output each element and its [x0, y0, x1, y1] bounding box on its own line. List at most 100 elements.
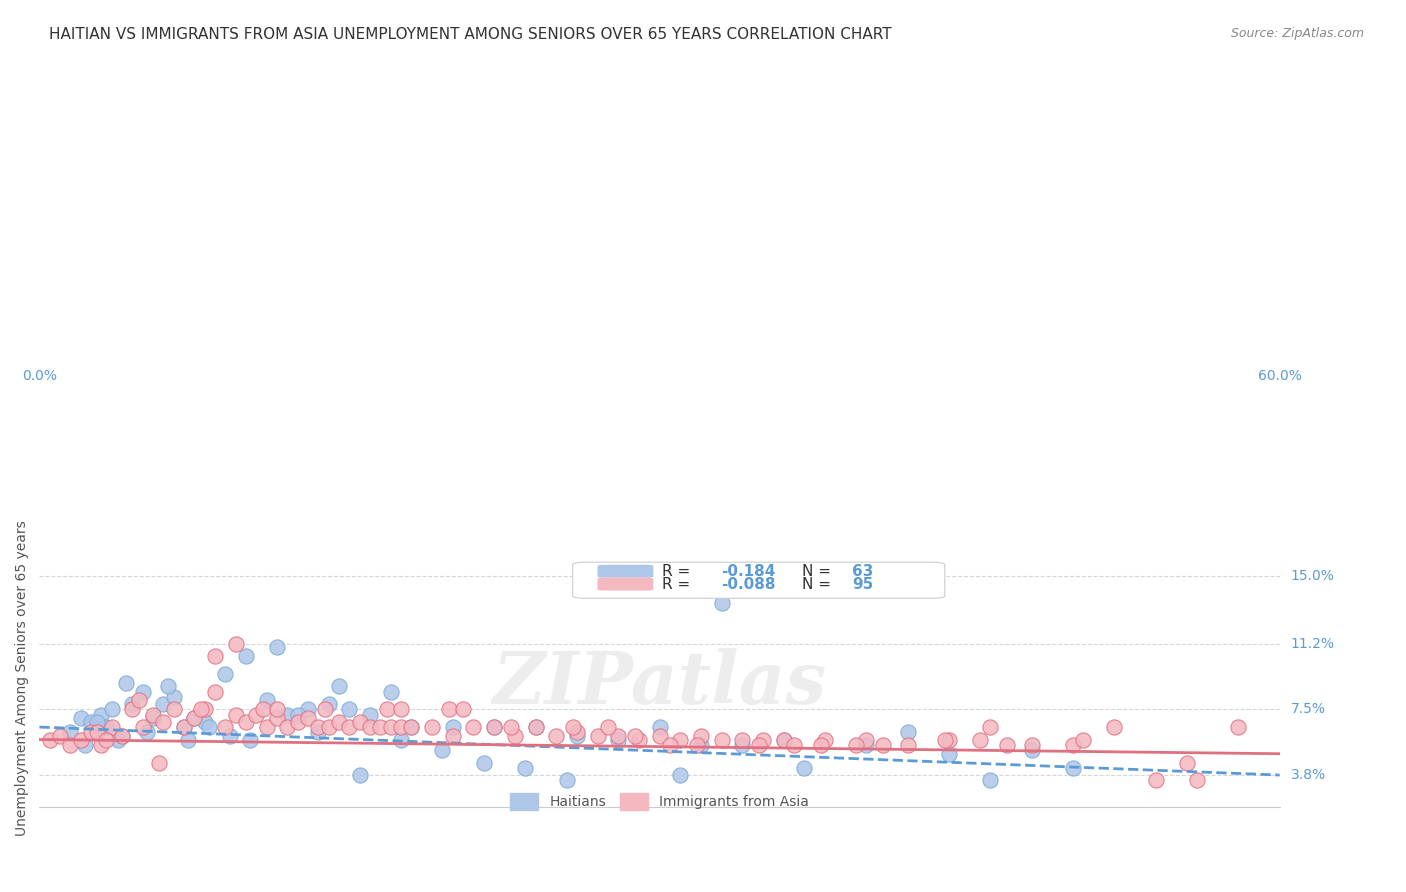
- Point: [380, 720, 402, 734]
- Point: [437, 702, 460, 716]
- Point: [855, 732, 877, 747]
- Point: [225, 636, 247, 650]
- Point: [648, 729, 671, 743]
- Text: N =: N =: [803, 564, 837, 579]
- Point: [69, 732, 91, 747]
- Point: [173, 720, 195, 734]
- Point: [503, 729, 526, 743]
- Text: ZIPatlas: ZIPatlas: [492, 648, 827, 719]
- Point: [266, 702, 288, 716]
- Point: [86, 714, 108, 729]
- Point: [472, 756, 495, 770]
- Point: [100, 720, 122, 734]
- Point: [658, 738, 681, 752]
- Point: [441, 729, 464, 743]
- Point: [607, 729, 630, 743]
- Point: [111, 729, 134, 743]
- Point: [1144, 773, 1167, 788]
- Point: [359, 707, 381, 722]
- Point: [669, 732, 692, 747]
- Text: 3.8%: 3.8%: [1291, 768, 1326, 782]
- Point: [132, 684, 155, 698]
- Point: [710, 732, 733, 747]
- Point: [596, 720, 619, 734]
- Point: [128, 693, 150, 707]
- Point: [441, 720, 464, 734]
- Point: [401, 720, 423, 734]
- Point: [463, 720, 485, 734]
- Text: 0.0%: 0.0%: [22, 369, 56, 383]
- Point: [669, 768, 692, 782]
- Point: [80, 714, 103, 729]
- Point: [148, 756, 170, 770]
- Point: [451, 702, 474, 716]
- Point: [256, 720, 278, 734]
- Point: [107, 732, 129, 747]
- Point: [845, 738, 868, 752]
- Point: [389, 732, 412, 747]
- Point: [555, 773, 578, 788]
- Point: [855, 738, 877, 752]
- Point: [339, 720, 361, 734]
- Point: [623, 729, 645, 743]
- Point: [94, 720, 117, 734]
- Point: [287, 714, 309, 729]
- Point: [1227, 720, 1250, 734]
- Point: [482, 720, 505, 734]
- Point: [90, 707, 112, 722]
- Point: [59, 725, 82, 739]
- FancyBboxPatch shape: [598, 578, 654, 591]
- Point: [214, 720, 236, 734]
- Point: [565, 729, 588, 743]
- Point: [214, 666, 236, 681]
- FancyBboxPatch shape: [572, 562, 945, 599]
- Point: [297, 711, 319, 725]
- Point: [235, 714, 257, 729]
- Point: [401, 720, 423, 734]
- Text: 63: 63: [852, 564, 873, 579]
- Point: [163, 690, 186, 704]
- Point: [814, 732, 837, 747]
- Point: [69, 711, 91, 725]
- Point: [897, 738, 920, 752]
- Text: R =: R =: [662, 564, 695, 579]
- Point: [318, 720, 340, 734]
- Point: [132, 720, 155, 734]
- Point: [318, 697, 340, 711]
- Point: [115, 675, 138, 690]
- Point: [689, 729, 711, 743]
- Point: [225, 707, 247, 722]
- Point: [245, 707, 267, 722]
- Text: -0.088: -0.088: [721, 576, 776, 591]
- Point: [897, 725, 920, 739]
- Point: [142, 711, 165, 725]
- Point: [328, 679, 350, 693]
- Point: [339, 702, 361, 716]
- Point: [218, 729, 240, 743]
- Text: Source: ZipAtlas.com: Source: ZipAtlas.com: [1230, 27, 1364, 40]
- Point: [328, 714, 350, 729]
- Point: [190, 702, 212, 716]
- Point: [308, 725, 330, 739]
- Point: [482, 720, 505, 734]
- Point: [793, 761, 815, 775]
- Point: [239, 732, 262, 747]
- Point: [752, 732, 775, 747]
- Point: [59, 738, 82, 752]
- Point: [1021, 743, 1043, 757]
- Point: [938, 747, 960, 761]
- Point: [152, 714, 174, 729]
- Point: [156, 679, 179, 693]
- Point: [689, 738, 711, 752]
- Point: [586, 729, 609, 743]
- Point: [183, 711, 205, 725]
- Point: [499, 720, 522, 734]
- Point: [995, 738, 1018, 752]
- Point: [565, 725, 588, 739]
- Point: [121, 697, 143, 711]
- Point: [969, 732, 991, 747]
- Point: [266, 640, 288, 654]
- Point: [607, 732, 630, 747]
- Text: 95: 95: [852, 576, 873, 591]
- Point: [73, 738, 96, 752]
